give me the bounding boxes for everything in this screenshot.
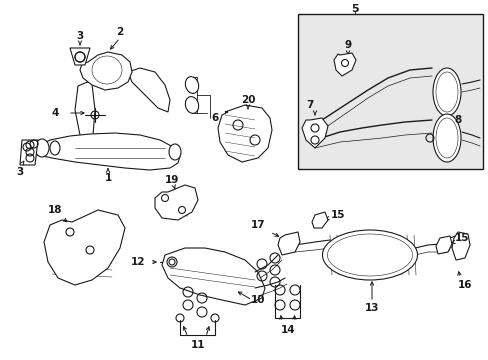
Ellipse shape bbox=[327, 234, 412, 276]
Polygon shape bbox=[162, 248, 264, 305]
Ellipse shape bbox=[432, 68, 460, 116]
Text: 9: 9 bbox=[344, 40, 351, 50]
Text: 3: 3 bbox=[16, 167, 23, 177]
Text: 11: 11 bbox=[190, 340, 205, 350]
Text: 17: 17 bbox=[250, 220, 265, 230]
Text: 10: 10 bbox=[250, 295, 264, 305]
Polygon shape bbox=[451, 232, 469, 260]
Polygon shape bbox=[70, 48, 90, 65]
Polygon shape bbox=[75, 82, 95, 140]
Text: 2: 2 bbox=[116, 27, 123, 37]
Text: 13: 13 bbox=[364, 303, 379, 313]
Ellipse shape bbox=[435, 72, 457, 112]
Text: 15: 15 bbox=[454, 233, 468, 243]
Ellipse shape bbox=[35, 139, 49, 157]
Text: 14: 14 bbox=[280, 325, 295, 335]
Polygon shape bbox=[302, 118, 327, 148]
Text: 7: 7 bbox=[305, 100, 313, 110]
Polygon shape bbox=[80, 52, 132, 90]
Text: 3: 3 bbox=[76, 31, 83, 41]
Ellipse shape bbox=[185, 77, 198, 93]
Polygon shape bbox=[333, 53, 355, 76]
Text: 6: 6 bbox=[211, 113, 218, 123]
Ellipse shape bbox=[169, 144, 181, 160]
Text: 19: 19 bbox=[164, 175, 179, 185]
Polygon shape bbox=[218, 105, 271, 162]
Ellipse shape bbox=[322, 230, 417, 280]
Polygon shape bbox=[32, 133, 180, 170]
Polygon shape bbox=[128, 68, 170, 112]
Ellipse shape bbox=[435, 118, 457, 158]
Text: 15: 15 bbox=[330, 210, 345, 220]
Text: 5: 5 bbox=[350, 4, 358, 14]
Polygon shape bbox=[435, 236, 451, 254]
Ellipse shape bbox=[92, 56, 122, 84]
Text: 12: 12 bbox=[130, 257, 145, 267]
Text: 16: 16 bbox=[457, 280, 471, 290]
Text: 20: 20 bbox=[240, 95, 255, 105]
Polygon shape bbox=[278, 232, 299, 255]
Polygon shape bbox=[155, 185, 198, 220]
Bar bbox=[297, 14, 482, 169]
Ellipse shape bbox=[185, 96, 198, 113]
Text: 18: 18 bbox=[48, 205, 62, 215]
Text: 4: 4 bbox=[51, 108, 59, 118]
Ellipse shape bbox=[50, 141, 60, 155]
Ellipse shape bbox=[432, 114, 460, 162]
Polygon shape bbox=[44, 210, 125, 285]
Polygon shape bbox=[20, 140, 38, 165]
Text: 8: 8 bbox=[453, 115, 461, 125]
Polygon shape bbox=[311, 212, 327, 228]
Text: 1: 1 bbox=[104, 173, 111, 183]
